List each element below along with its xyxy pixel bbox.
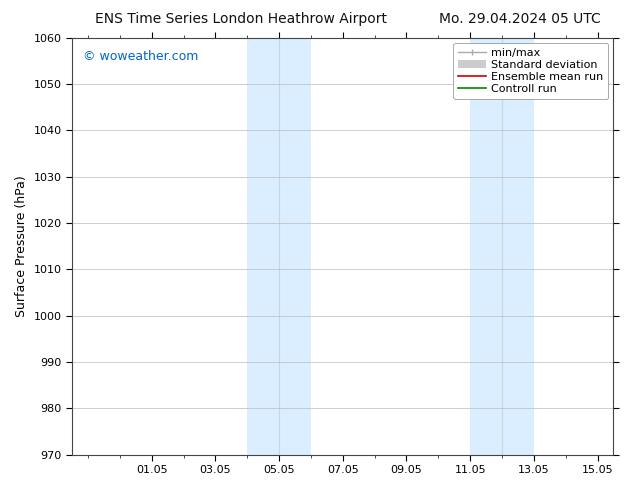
Text: © woweather.com: © woweather.com	[83, 50, 198, 63]
Bar	[247, 38, 311, 455]
Bar	[470, 38, 534, 455]
Y-axis label: Surface Pressure (hPa): Surface Pressure (hPa)	[15, 175, 28, 317]
Text: Mo. 29.04.2024 05 UTC: Mo. 29.04.2024 05 UTC	[439, 12, 601, 26]
Legend: min/max, Standard deviation, Ensemble mean run, Controll run: min/max, Standard deviation, Ensemble me…	[453, 43, 608, 99]
Text: ENS Time Series London Heathrow Airport: ENS Time Series London Heathrow Airport	[95, 12, 387, 26]
